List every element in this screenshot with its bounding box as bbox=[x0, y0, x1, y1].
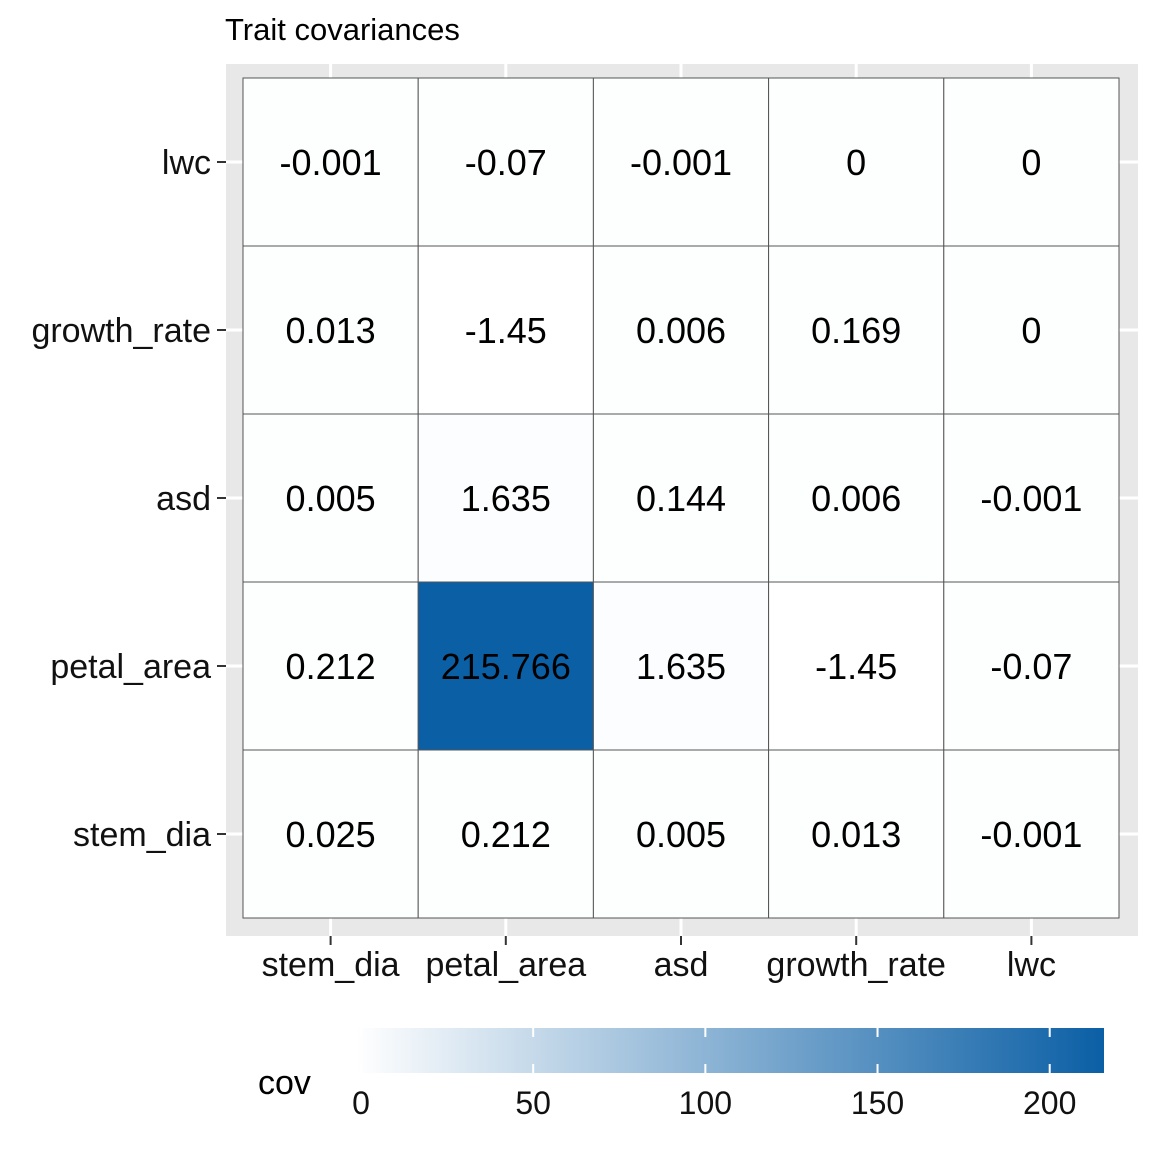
heatmap-cell bbox=[768, 413, 945, 583]
x-tick-label: asd bbox=[654, 946, 709, 984]
cell-value-label: -1.45 bbox=[465, 310, 547, 351]
chart-title: Trait covariances bbox=[225, 12, 460, 47]
y-tick-label: petal_area bbox=[50, 648, 211, 686]
legend-ticks: 0 50 100 150 200 bbox=[352, 1028, 1076, 1121]
heatmap-cell bbox=[943, 413, 1120, 583]
cell-value-label: -0.001 bbox=[980, 814, 1082, 855]
heatmap-cell bbox=[417, 245, 594, 415]
color-legend: cov 0 50 100 150 200 bbox=[258, 1028, 1104, 1121]
cell-value-label: -0.07 bbox=[990, 646, 1072, 687]
heatmap-cell bbox=[592, 749, 770, 919]
legend-tick-label: 150 bbox=[851, 1085, 904, 1121]
cell-value-label: 0.005 bbox=[286, 478, 376, 519]
cell-value-label: 0 bbox=[1021, 310, 1041, 351]
cell-value-label: -0.07 bbox=[465, 142, 547, 183]
cell-value-label: 1.635 bbox=[461, 478, 551, 519]
y-axis: stem_dia petal_area asd growth_rate lwc bbox=[31, 144, 226, 854]
heatmap-cell bbox=[768, 581, 945, 751]
legend-tick-label: 100 bbox=[679, 1085, 732, 1121]
legend-title: cov bbox=[258, 1064, 311, 1102]
heatmap-cell bbox=[242, 581, 419, 751]
y-tick-label: asd bbox=[156, 480, 211, 518]
heatmap-cell bbox=[242, 245, 419, 415]
cell-value-label: 0.212 bbox=[461, 814, 551, 855]
heatmap-cell bbox=[768, 749, 945, 919]
x-tick-label: stem_dia bbox=[262, 946, 400, 984]
cell-value-label: 215.766 bbox=[441, 646, 571, 687]
heatmap-cell bbox=[768, 77, 945, 247]
heatmap-cell bbox=[592, 245, 770, 415]
cell-value-label: 0.169 bbox=[811, 310, 901, 351]
heatmap-cell bbox=[943, 581, 1120, 751]
cell-value-label: 0.006 bbox=[811, 478, 901, 519]
legend-tick-label: 200 bbox=[1023, 1085, 1076, 1121]
x-tick-label: growth_rate bbox=[766, 946, 946, 984]
heatmap-cell bbox=[417, 749, 594, 919]
cell-value-label: 0 bbox=[1021, 142, 1041, 183]
cell-value-label: -0.001 bbox=[280, 142, 382, 183]
cell-value-label: 1.635 bbox=[636, 646, 726, 687]
cell-value-label: -1.45 bbox=[815, 646, 897, 687]
legend-tick-label: 0 bbox=[352, 1085, 370, 1121]
cell-value-label: 0.006 bbox=[636, 310, 726, 351]
heatmap-cell bbox=[592, 413, 770, 583]
y-tick-label: lwc bbox=[162, 144, 211, 182]
cell-value-label: 0.144 bbox=[636, 478, 726, 519]
heatmap-cell bbox=[417, 581, 594, 751]
heatmap-cell bbox=[943, 749, 1120, 919]
x-axis: stem_dia petal_area asd growth_rate lwc bbox=[262, 936, 1056, 984]
x-tick-label: lwc bbox=[1007, 946, 1056, 984]
heatmap-cell bbox=[943, 245, 1120, 415]
y-tick-label: stem_dia bbox=[73, 816, 211, 854]
heatmap-cell bbox=[417, 77, 594, 247]
cell-value-label: 0.013 bbox=[811, 814, 901, 855]
cell-value-label: -0.001 bbox=[630, 142, 732, 183]
cell-value-label: 0.212 bbox=[286, 646, 376, 687]
heatmap-cells: 0.025 0.212 0.005 0.013 -0.001 0.212 215.766 1.… bbox=[242, 77, 1120, 919]
y-tick-label: growth_rate bbox=[31, 312, 211, 350]
heatmap-cell bbox=[943, 77, 1120, 247]
x-tick-label: petal_area bbox=[425, 946, 586, 984]
cell-value-label: -0.001 bbox=[980, 478, 1082, 519]
cell-value-label: 0 bbox=[846, 142, 866, 183]
cell-value-label: 0.013 bbox=[286, 310, 376, 351]
legend-colorbar bbox=[356, 1028, 1104, 1073]
cell-value-label: 0.005 bbox=[636, 814, 726, 855]
cell-value-label: 0.025 bbox=[286, 814, 376, 855]
heatmap-cell bbox=[242, 749, 419, 919]
heatmap-cell bbox=[592, 77, 770, 247]
heatmap-cell bbox=[417, 413, 594, 583]
legend-tick-label: 50 bbox=[515, 1085, 551, 1121]
